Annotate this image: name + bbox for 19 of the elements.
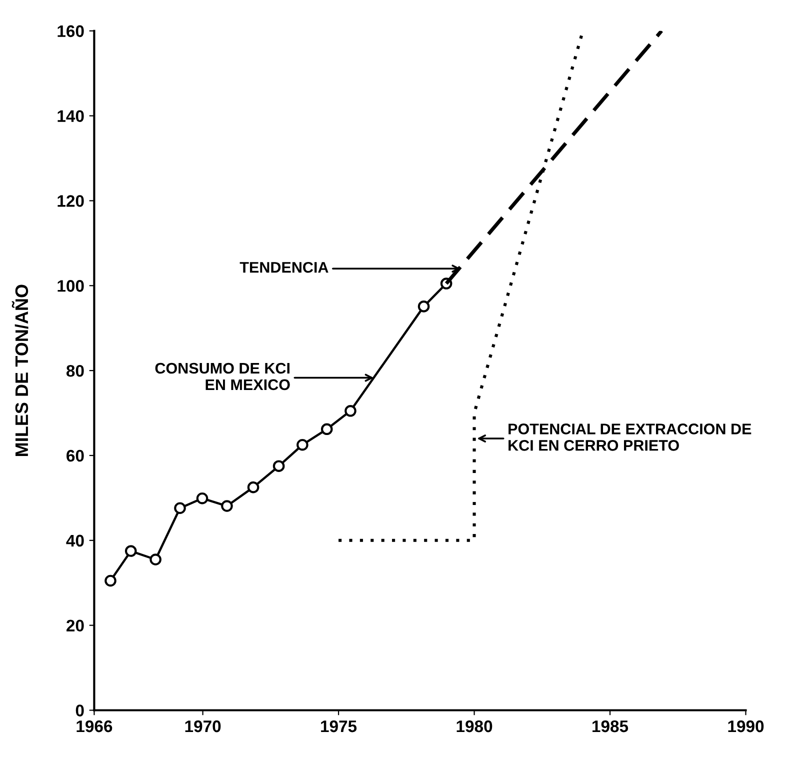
x-tick-label: 1970 bbox=[185, 720, 221, 732]
y-tick-label: 80 bbox=[66, 364, 84, 377]
y-tick-label: 40 bbox=[66, 534, 84, 547]
y-tick-label: 120 bbox=[58, 195, 84, 207]
y-tick-label: 100 bbox=[58, 280, 84, 292]
y-tick-label: 0 bbox=[76, 704, 84, 716]
x-tick-label: 1980 bbox=[456, 720, 492, 732]
y-tick-label: 60 bbox=[66, 450, 84, 462]
x-tick-label: 1990 bbox=[728, 720, 764, 732]
x-tick-label: 1975 bbox=[321, 720, 357, 732]
y-tick-label: 140 bbox=[58, 110, 84, 122]
y-tick-label: 160 bbox=[58, 25, 84, 38]
annotation: CONSUMO DE KCI EN MEXICO bbox=[155, 362, 290, 390]
y-axis-title: MILES DE TON/AÑO bbox=[12, 284, 28, 456]
y-tick-label: 20 bbox=[66, 620, 84, 632]
annotation: POTENCIAL DE EXTRACCION DE KCI EN CERRO PRIETO bbox=[508, 424, 752, 451]
x-tick-label: 1966 bbox=[76, 720, 112, 732]
x-tick-label: 1985 bbox=[592, 720, 628, 732]
annotation: TENDENCIA bbox=[240, 262, 328, 273]
